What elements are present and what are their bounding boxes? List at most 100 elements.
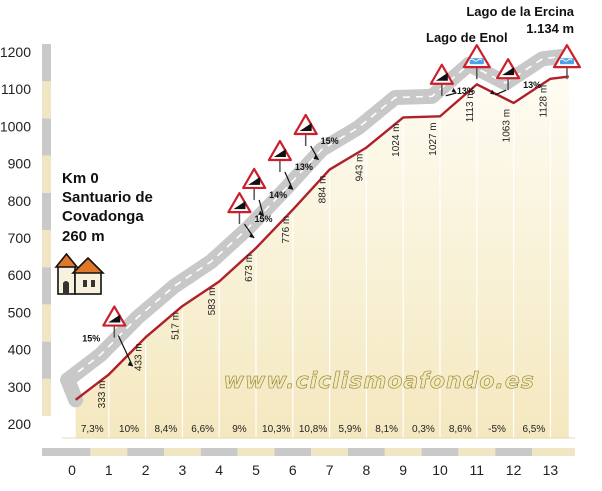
sign-slope [233,201,246,210]
climb-signs: 15% 15% 14% 13% 15% 13% 13% [82,44,582,367]
segment-gradient-label: 6,5% [522,424,545,435]
segment-gradient-label: 5,9% [338,424,361,435]
altitude-label: 1024 m [391,123,402,156]
y-axis-band-segment [42,44,51,82]
y-axis-band-segment [42,81,51,119]
steep-climb-sign-icon: 15% [227,192,272,225]
sign-frame [293,113,318,136]
x-tick-label: 8 [363,462,371,478]
altitude-label: 943 m [354,154,365,182]
church-window [83,280,87,287]
steep-climb-sign-icon: 15% [293,113,339,146]
altitude-label: 433 m [134,343,145,371]
x-axis-band-segment [164,448,201,456]
x-axis-band-segment [421,448,459,456]
altitude-label: 1128 m [538,85,549,118]
road-band [60,49,569,408]
profile-area-fill [75,76,569,438]
y-axis-band-segment [42,267,51,305]
steep-climb-sign-icon: 13% [429,63,475,96]
sign-arrowhead [313,154,319,160]
climb-sign-label: 15% [321,136,339,146]
y-tick-label: 1000 [0,118,31,134]
steep-climb-sign-icon: 13% [495,58,541,91]
altitude-label: 884 m [318,176,329,204]
x-tick-label: 1 [105,462,113,478]
profile-line [74,75,569,401]
km-gridlines [62,82,575,439]
x-axis-band-segment [495,448,532,456]
altitude-label: 333 m [97,381,108,409]
x-axis-band-segment [532,448,575,456]
x-axis-band-segment [42,448,91,456]
road-start-cap [60,372,84,408]
sign-arrowhead [249,233,255,238]
lake-wave [469,58,483,62]
road-centre-line [67,55,561,381]
sign-arrow [117,335,134,367]
start-name-line-2: Covadonga [62,208,144,225]
lake-sign-icon [552,44,582,80]
segment-gradient-label: -5% [488,424,506,435]
church-icon [54,252,105,295]
sign-frame [242,167,267,190]
segment-gradient-label: 8,6% [449,424,472,435]
sign-slope [108,314,121,323]
x-axis-band-segment [127,448,164,456]
sign-frame [102,305,127,327]
y-tick-label: 300 [8,379,32,395]
summit-lago-ercina-altitude: 1.134 m [526,21,574,36]
sign-arrowhead [127,361,133,367]
y-axis-band-segment [42,118,51,156]
church-nave [74,271,102,295]
x-tick-label: 0 [68,462,76,478]
sign-slope [502,67,515,76]
y-tick-label: 500 [8,304,32,320]
sign-arrowhead [258,210,264,216]
y-tick-label: 800 [8,193,32,209]
y-tick-label: 200 [8,416,32,432]
segment-gradient-label: 9% [232,424,247,435]
climb-sign-label: 15% [254,214,272,224]
chart-background [42,44,575,456]
segment-gradient-label: 6,6% [191,424,214,435]
start-altitude-label: 260 m [62,228,105,245]
y-axis-band-segment [42,341,51,379]
sign-frame [267,139,293,162]
y-axis-band-segment [42,192,51,230]
altitude-label: 673 m [244,254,255,282]
climb-sign-label: 13% [295,162,313,172]
summit-lago-enol-label: Lago de Enol [426,30,508,45]
sign-arrow [445,92,457,97]
climb-sign-label: 13% [457,86,475,96]
segment-gradient-label: 8,1% [375,424,398,435]
y-tick-label: 900 [8,156,32,172]
y-tick-label: 600 [8,267,32,283]
x-axis-band-segment [274,448,312,456]
church-door [63,281,69,294]
sign-arrowhead [451,87,457,93]
x-tick-label: 7 [326,462,334,478]
start-name-line-1: Santuario de [62,189,153,206]
steep-climb-sign-icon: 14% [242,167,287,200]
y-axis-band-segment [42,155,51,193]
lake-sign-icon [462,44,491,80]
y-tick-label: 1200 [0,44,31,60]
steep-climb-sign-icon: 13% [267,139,313,173]
steep-climb-sign-icon [102,305,127,338]
x-tick-label: 6 [289,462,297,478]
watermark-text: www.ciclismoafondo.es [224,369,535,394]
x-axis-band-segment [90,448,128,456]
segment-gradient-label: 10% [119,424,139,435]
start-km-label: Km 0 [62,170,99,187]
sign-arrowhead [490,89,496,95]
x-tick-label: 10 [432,462,448,478]
profile-area [75,76,569,438]
climb-sign-label: 13% [523,80,541,90]
x-tick-label: 2 [142,462,150,478]
x-axis-band-segment [237,448,275,456]
altitude-label: 1027 m [428,122,439,155]
sign-arrowhead [287,184,293,190]
